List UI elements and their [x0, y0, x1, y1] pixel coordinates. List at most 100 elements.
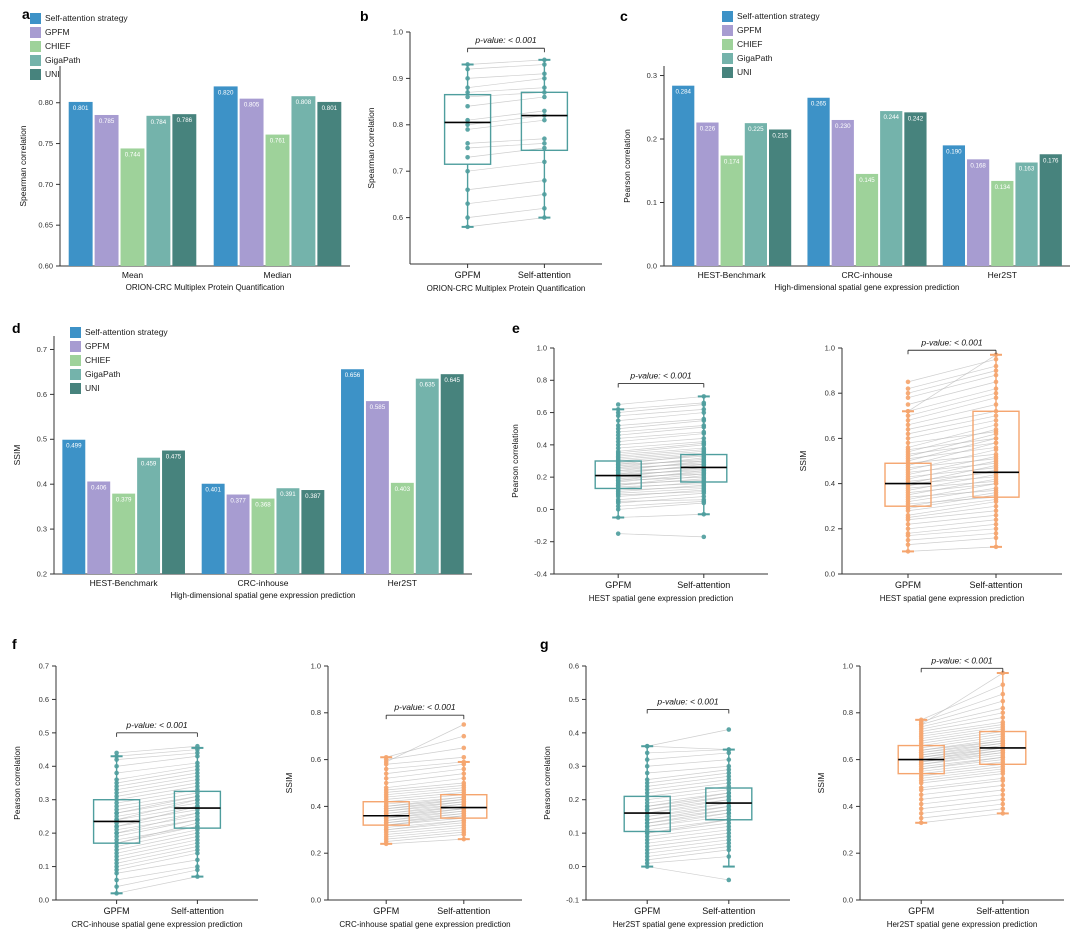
svg-text:0.2: 0.2 [569, 795, 579, 804]
svg-text:1.0: 1.0 [393, 27, 403, 36]
legend-item: GPFM [70, 340, 168, 352]
svg-text:p-value: < 0.001: p-value: < 0.001 [656, 696, 718, 706]
svg-text:0.5: 0.5 [569, 695, 579, 704]
svg-text:0.1: 0.1 [569, 829, 579, 838]
svg-text:0.6: 0.6 [537, 408, 547, 417]
legend-item: Self-attention strategy [722, 10, 820, 22]
svg-text:0.230: 0.230 [835, 123, 851, 130]
legend-swatch [30, 12, 41, 24]
legend-label: GigaPath [85, 369, 121, 379]
svg-text:0.163: 0.163 [1019, 166, 1035, 173]
svg-text:GPFM: GPFM [908, 906, 934, 916]
svg-text:Self-attention: Self-attention [518, 270, 571, 280]
svg-text:0.499: 0.499 [66, 443, 82, 450]
svg-text:0.4: 0.4 [37, 480, 47, 489]
svg-text:0.0: 0.0 [311, 895, 321, 904]
svg-text:Her2ST spatial gene expression: Her2ST spatial gene expression predictio… [613, 920, 764, 929]
legend-swatch [70, 382, 81, 394]
svg-text:0.8: 0.8 [843, 708, 853, 717]
svg-text:0.226: 0.226 [700, 126, 716, 133]
legend-panel-a: Self-attention strategy GPFM CHIEF GigaPath… [30, 12, 128, 80]
svg-text:1.0: 1.0 [537, 343, 547, 352]
panel-g-ssim-boxplot: 0.0 0.2 0.4 0.6 0.8 1.0 SSIM p-value: < 0.001 GP… [812, 642, 1078, 944]
svg-text:0.5: 0.5 [37, 435, 47, 444]
chart-svg-d: 0.2 0.3 0.4 0.5 0.6 0.7 SSIM 0.499 0.401 0.656 0.4… [12, 336, 472, 600]
svg-text:0.4: 0.4 [39, 762, 49, 771]
svg-text:Pearson correlation: Pearson correlation [510, 424, 520, 498]
svg-text:0.244: 0.244 [883, 114, 899, 121]
svg-text:0.801: 0.801 [73, 105, 89, 112]
panel-label-g: g [540, 636, 549, 652]
svg-text:0.134: 0.134 [995, 184, 1011, 191]
svg-text:HEST-Benchmark: HEST-Benchmark [90, 578, 159, 588]
svg-text:0.2: 0.2 [825, 524, 835, 533]
legend-swatch [722, 52, 733, 64]
panel-label-e: e [512, 320, 520, 336]
svg-text:0.2: 0.2 [39, 829, 49, 838]
svg-text:0.7: 0.7 [37, 345, 47, 354]
svg-text:ORION-CRC Multiplex Protein Qu: ORION-CRC Multiplex Protein Quantificati… [427, 284, 586, 293]
legend-swatch [722, 66, 733, 78]
svg-text:SSIM: SSIM [12, 445, 22, 466]
svg-text:0.1: 0.1 [39, 862, 49, 871]
svg-text:0.379: 0.379 [116, 497, 132, 504]
legend-swatch [722, 24, 733, 36]
legend-label: UNI [737, 67, 752, 77]
svg-text:GPFM: GPFM [455, 270, 481, 280]
legend-item: GigaPath [722, 52, 820, 64]
chart-svg-e2: 0.0 0.2 0.4 0.6 0.8 1.0 SSIM p-value: < 0.001 GP… [798, 337, 1062, 603]
svg-text:0.785: 0.785 [99, 118, 115, 125]
svg-text:HEST spatial gene expression p: HEST spatial gene expression prediction [589, 594, 733, 603]
svg-text:0.656: 0.656 [345, 372, 361, 379]
svg-text:0.391: 0.391 [280, 491, 296, 498]
svg-text:Self-attention: Self-attention [677, 580, 730, 590]
legend-swatch [722, 10, 733, 22]
panel-e-ssim-boxplot: 0.0 0.2 0.4 0.6 0.8 1.0 SSIM p-value: < 0.001 GP… [794, 324, 1076, 618]
svg-text:-0.2: -0.2 [534, 537, 547, 546]
legend-label: GPFM [85, 341, 110, 351]
svg-text:0.6: 0.6 [393, 213, 403, 222]
svg-text:p-value: < 0.001: p-value: < 0.001 [474, 35, 536, 45]
svg-text:Pearson correlation: Pearson correlation [542, 746, 552, 820]
svg-text:0.801: 0.801 [322, 105, 338, 112]
svg-text:0.4: 0.4 [537, 440, 547, 449]
svg-text:0.0: 0.0 [39, 895, 49, 904]
svg-text:Mean: Mean [122, 270, 144, 280]
legend-label: GPFM [737, 25, 762, 35]
svg-text:Self-attention: Self-attention [969, 580, 1022, 590]
svg-text:0.3: 0.3 [647, 71, 657, 80]
legend-swatch [30, 40, 41, 52]
legend-item: GPFM [722, 24, 820, 36]
svg-text:SSIM: SSIM [798, 451, 808, 472]
chart-svg-g1: -0.1 0.0 0.1 0.2 0.3 0.4 0.5 0.6 Pearson correla… [542, 661, 790, 929]
svg-text:0.4: 0.4 [311, 802, 321, 811]
svg-text:Her2ST spatial gene expression: Her2ST spatial gene expression predictio… [887, 920, 1038, 929]
svg-text:0.403: 0.403 [395, 486, 411, 493]
svg-text:0.168: 0.168 [970, 162, 986, 169]
svg-text:0.145: 0.145 [859, 177, 875, 184]
legend-label: UNI [45, 69, 60, 79]
svg-text:0.65: 0.65 [38, 221, 53, 230]
chart-svg-e1: -0.4 -0.2 0.0 0.2 0.4 0.6 0.8 1.0 Pearson correl… [510, 343, 768, 603]
svg-text:0.0: 0.0 [843, 895, 853, 904]
svg-text:p-value: < 0.001: p-value: < 0.001 [125, 720, 187, 730]
svg-text:0.4: 0.4 [843, 802, 853, 811]
legend-swatch [70, 340, 81, 352]
legend-item: GigaPath [70, 368, 168, 380]
svg-text:0.805: 0.805 [244, 102, 260, 109]
svg-text:0.284: 0.284 [675, 89, 691, 96]
svg-text:Median: Median [264, 270, 292, 280]
legend-item: UNI [70, 382, 168, 394]
chart-svg-f1: 0.0 0.1 0.2 0.3 0.4 0.5 0.6 0.7 Pearson correlat… [12, 661, 258, 929]
svg-text:0.0: 0.0 [825, 569, 835, 578]
legend-item: GigaPath [30, 54, 128, 66]
svg-text:SSIM: SSIM [816, 773, 826, 794]
svg-text:1.0: 1.0 [311, 661, 321, 670]
svg-text:0.176: 0.176 [1043, 157, 1059, 164]
svg-text:HEST-Benchmark: HEST-Benchmark [698, 270, 767, 280]
legend-label: CHIEF [45, 41, 71, 51]
svg-text:0.820: 0.820 [218, 89, 234, 96]
legend-item: UNI [722, 66, 820, 78]
svg-text:GPFM: GPFM [104, 906, 130, 916]
panel-d-bar-chart: 0.2 0.3 0.4 0.5 0.6 0.7 SSIM 0.499 0.401 0.656 0.4… [8, 324, 480, 612]
